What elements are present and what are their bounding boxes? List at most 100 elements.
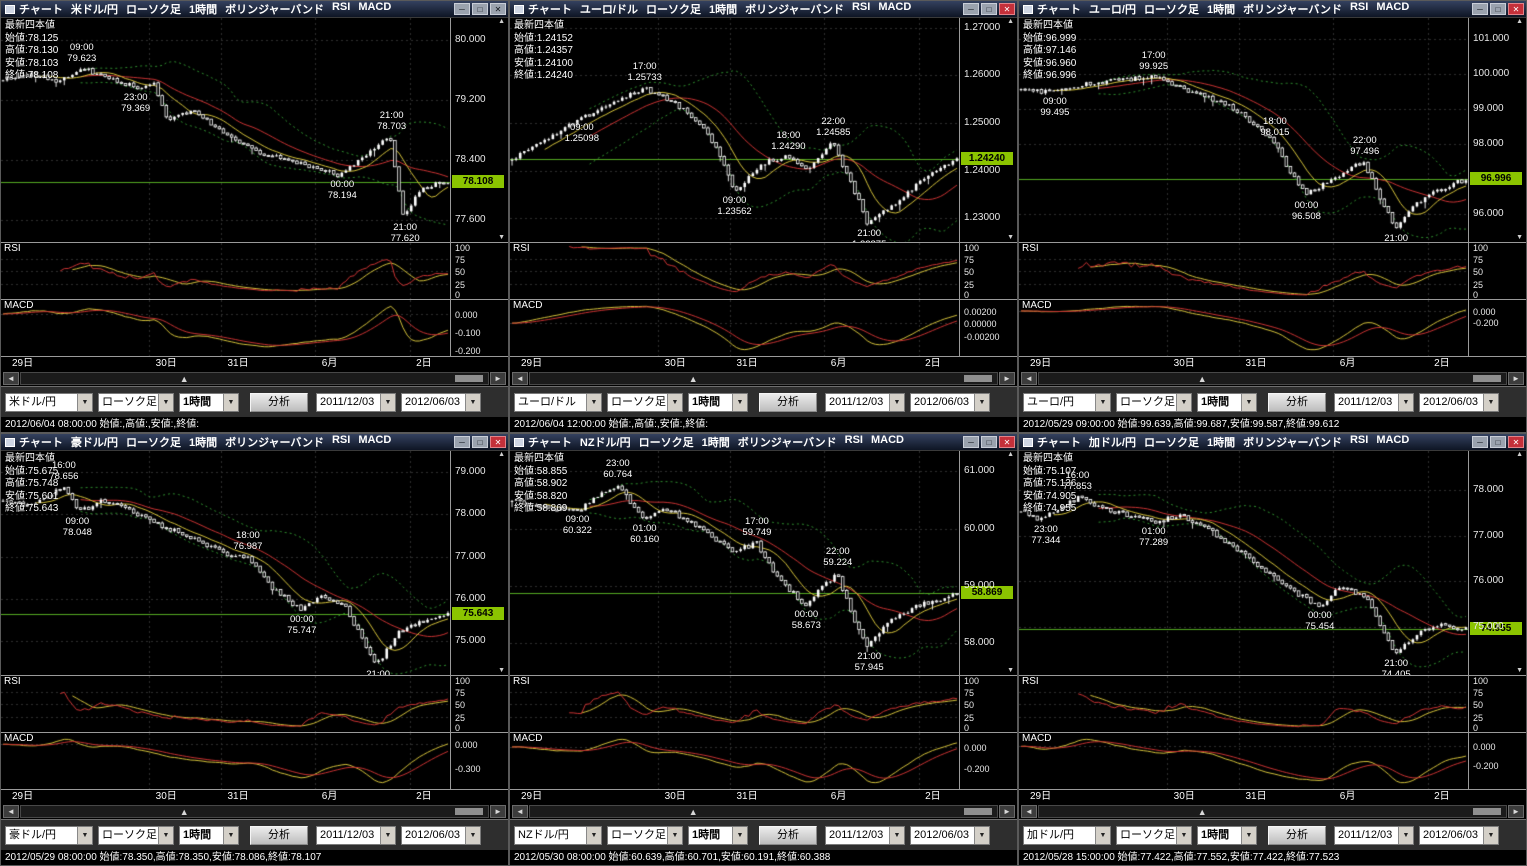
chart-type-select[interactable]: ローソク足 ▼ <box>98 392 174 412</box>
chart-scrollbar[interactable]: ◄ ▲ ► <box>1019 370 1526 386</box>
scroll-left-button[interactable]: ◄ <box>3 371 19 385</box>
chevron-down-icon[interactable]: ▼ <box>223 393 238 411</box>
chevron-down-icon[interactable]: ▼ <box>158 393 173 411</box>
chevron-down-icon[interactable]: ▼ <box>1398 826 1413 844</box>
macd-canvas[interactable] <box>510 300 959 356</box>
scrollbar-position-marker[interactable]: ▲ <box>688 373 698 384</box>
chevron-down-icon[interactable]: ▼ <box>586 393 601 411</box>
scrollbar-thumb[interactable] <box>1473 807 1502 815</box>
scrollbar-thumb[interactable] <box>455 374 484 382</box>
chevron-down-icon[interactable]: ▼ <box>732 826 747 844</box>
chart-scrollbar[interactable]: ◄ ▲ ► <box>510 370 1017 386</box>
chart-type-select[interactable]: ローソク足 ▼ <box>98 825 174 845</box>
axis-up-icon[interactable]: ▲ <box>498 451 505 458</box>
maximize-button[interactable]: □ <box>472 3 488 15</box>
date-to-select[interactable]: 2012/06/03 ▼ <box>910 825 990 845</box>
minimize-button[interactable]: ─ <box>454 3 470 15</box>
axis-down-icon[interactable]: ▼ <box>1516 667 1523 674</box>
chart-type-select[interactable]: ローソク足 ▼ <box>607 392 683 412</box>
scrollbar-position-marker[interactable]: ▲ <box>1197 806 1207 817</box>
pair-select[interactable]: 米ドル/円 ▼ <box>5 392 93 412</box>
close-button[interactable]: ✕ <box>1508 436 1524 448</box>
pair-select[interactable]: ユーロ/ドル ▼ <box>514 392 602 412</box>
chevron-down-icon[interactable]: ▼ <box>1483 826 1498 844</box>
chevron-down-icon[interactable]: ▼ <box>1241 393 1256 411</box>
scroll-right-button[interactable]: ► <box>1508 804 1524 818</box>
close-button[interactable]: ✕ <box>999 3 1015 15</box>
price-axis[interactable]: ▲ 75.643 ▼ 79.000 78.000 77.000 76.000 75.00… <box>450 451 508 675</box>
chevron-down-icon[interactable]: ▼ <box>1095 826 1110 844</box>
minimize-button[interactable]: ─ <box>963 3 979 15</box>
analyze-button[interactable]: 分析 <box>759 825 817 845</box>
axis-up-icon[interactable]: ▲ <box>1516 451 1523 458</box>
chevron-down-icon[interactable]: ▼ <box>889 826 904 844</box>
date-to-select[interactable]: 2012/06/03 ▼ <box>1419 392 1499 412</box>
scroll-left-button[interactable]: ◄ <box>512 371 528 385</box>
price-axis[interactable]: ▲ 96.996 ▼ 101.000 100.000 99.000 98.000 96.… <box>1468 18 1526 242</box>
chart-scrollbar[interactable]: ◄ ▲ ► <box>1 370 508 386</box>
date-from-select[interactable]: 2011/12/03 ▼ <box>1334 825 1414 845</box>
chevron-down-icon[interactable]: ▼ <box>1398 393 1413 411</box>
chart-type-select[interactable]: ローソク足 ▼ <box>607 825 683 845</box>
scroll-right-button[interactable]: ► <box>999 804 1015 818</box>
scroll-right-button[interactable]: ► <box>490 804 506 818</box>
axis-down-icon[interactable]: ▼ <box>498 234 505 241</box>
analyze-button[interactable]: 分析 <box>250 825 308 845</box>
minimize-button[interactable]: ─ <box>963 436 979 448</box>
pair-select[interactable]: ユーロ/円 ▼ <box>1023 392 1111 412</box>
maximize-button[interactable]: □ <box>1490 3 1506 15</box>
rsi-canvas[interactable] <box>1019 676 1468 732</box>
macd-canvas[interactable] <box>1 733 450 789</box>
maximize-button[interactable]: □ <box>472 436 488 448</box>
close-button[interactable]: ✕ <box>999 436 1015 448</box>
interval-select[interactable]: 1時間 ▼ <box>179 392 239 412</box>
close-button[interactable]: ✕ <box>490 436 506 448</box>
chevron-down-icon[interactable]: ▼ <box>1095 393 1110 411</box>
date-from-select[interactable]: 2011/12/03 ▼ <box>1334 392 1414 412</box>
axis-down-icon[interactable]: ▼ <box>1007 667 1014 674</box>
chevron-down-icon[interactable]: ▼ <box>380 393 395 411</box>
chevron-down-icon[interactable]: ▼ <box>1176 826 1191 844</box>
window-titlebar[interactable]: チャート 米ドル/円 ローソク足 1時間 ボリンジャーバンド RSI MACD … <box>1 1 508 18</box>
chart-scrollbar[interactable]: ◄ ▲ ► <box>1 803 508 819</box>
analyze-button[interactable]: 分析 <box>250 392 308 412</box>
minimize-button[interactable]: ─ <box>1472 436 1488 448</box>
window-titlebar[interactable]: チャート ユーロ/円 ローソク足 1時間 ボリンジャーバンド RSI MACD … <box>1019 1 1526 18</box>
analyze-button[interactable]: 分析 <box>1268 825 1326 845</box>
minimize-button[interactable]: ─ <box>454 436 470 448</box>
pair-select[interactable]: NZドル/円 ▼ <box>514 825 602 845</box>
chart-scrollbar[interactable]: ◄ ▲ ► <box>1019 803 1526 819</box>
scroll-right-button[interactable]: ► <box>1508 371 1524 385</box>
candlestick-canvas[interactable] <box>1 451 450 675</box>
scrollbar-track[interactable]: ▲ <box>20 804 489 818</box>
date-to-select[interactable]: 2012/06/03 ▼ <box>401 825 481 845</box>
price-axis[interactable]: ▲ 74.955 ▼ 78.000 77.000 76.000 75.000 <box>1468 451 1526 675</box>
axis-up-icon[interactable]: ▲ <box>1516 18 1523 25</box>
maximize-button[interactable]: □ <box>981 436 997 448</box>
date-to-select[interactable]: 2012/06/03 ▼ <box>401 392 481 412</box>
chevron-down-icon[interactable]: ▼ <box>465 826 480 844</box>
candlestick-canvas[interactable] <box>1 18 450 242</box>
scrollbar-thumb[interactable] <box>455 807 484 815</box>
chevron-down-icon[interactable]: ▼ <box>465 393 480 411</box>
axis-up-icon[interactable]: ▲ <box>498 18 505 25</box>
interval-select[interactable]: 1時間 ▼ <box>1197 825 1257 845</box>
window-titlebar[interactable]: チャート ユーロ/ドル ローソク足 1時間 ボリンジャーバンド RSI MACD… <box>510 1 1017 18</box>
date-from-select[interactable]: 2011/12/03 ▼ <box>825 825 905 845</box>
macd-canvas[interactable] <box>1019 733 1468 789</box>
maximize-button[interactable]: □ <box>981 3 997 15</box>
price-axis[interactable]: ▲ 1.24240 ▼ 1.27000 1.26000 1.25000 1.24000… <box>959 18 1017 242</box>
chevron-down-icon[interactable]: ▼ <box>586 826 601 844</box>
window-titlebar[interactable]: チャート 加ドル/円 ローソク足 1時間 ボリンジャーバンド RSI MACD … <box>1019 434 1526 451</box>
chevron-down-icon[interactable]: ▼ <box>1483 393 1498 411</box>
chevron-down-icon[interactable]: ▼ <box>1241 826 1256 844</box>
scrollbar-position-marker[interactable]: ▲ <box>688 806 698 817</box>
chevron-down-icon[interactable]: ▼ <box>1176 393 1191 411</box>
date-from-select[interactable]: 2011/12/03 ▼ <box>316 825 396 845</box>
rsi-canvas[interactable] <box>510 676 959 732</box>
chevron-down-icon[interactable]: ▼ <box>974 826 989 844</box>
macd-canvas[interactable] <box>1019 300 1468 356</box>
scroll-right-button[interactable]: ► <box>490 371 506 385</box>
macd-canvas[interactable] <box>1 300 450 356</box>
analyze-button[interactable]: 分析 <box>1268 392 1326 412</box>
